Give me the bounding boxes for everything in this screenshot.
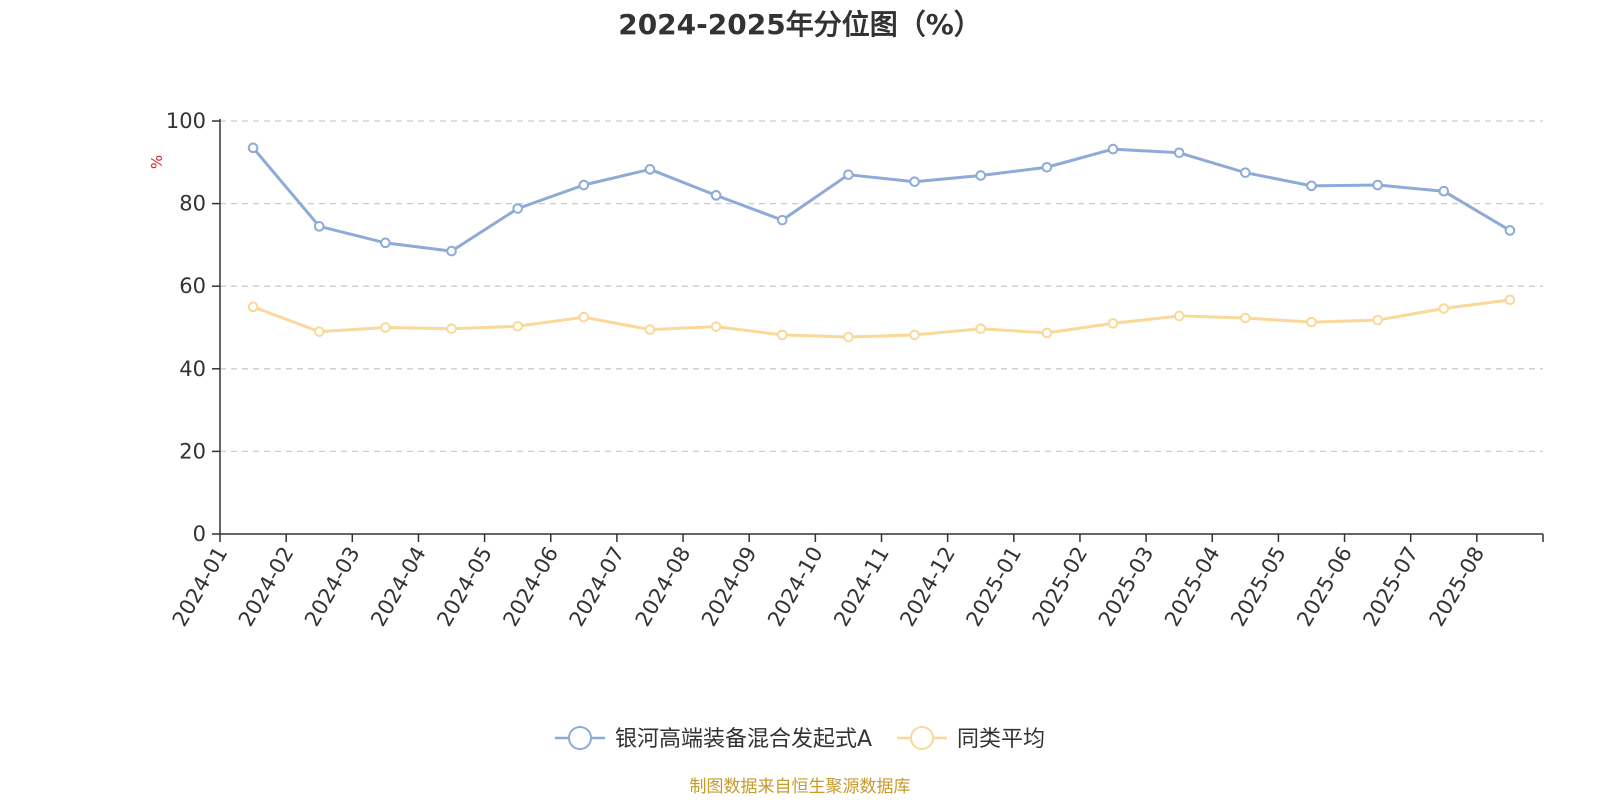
x-tick-label: 2025-07	[1358, 543, 1423, 631]
legend-label: 同类平均	[957, 727, 1045, 752]
y-tick-label: 40	[179, 357, 206, 381]
data-point[interactable]	[578, 179, 590, 191]
data-point[interactable]	[909, 329, 920, 341]
data-point[interactable]	[446, 245, 457, 257]
data-source-note: 制图数据来自恒生聚源数据库	[690, 777, 911, 797]
y-axis-label: %	[148, 155, 166, 169]
y-tick-label: 100	[166, 109, 206, 133]
legend-label: 银河高端装备混合发起式A	[615, 727, 872, 752]
x-tick-label: 2024-01	[168, 543, 233, 631]
x-tick-label: 2025-01	[961, 543, 1026, 631]
series-1	[247, 142, 1516, 257]
data-point[interactable]	[776, 329, 788, 341]
legend-marker	[568, 726, 592, 750]
legend-item-1[interactable]: 银河高端装备混合发起式A	[555, 726, 872, 752]
data-point[interactable]	[1438, 303, 1450, 314]
series-line	[251, 146, 1511, 253]
x-tick-label: 2024-04	[366, 543, 431, 631]
x-tick-label: 2024-05	[432, 543, 497, 631]
x-tick-label: 2024-03	[300, 543, 365, 631]
data-point[interactable]	[247, 142, 259, 154]
data-point[interactable]	[512, 203, 523, 214]
x-tick-label: 2025-08	[1425, 543, 1490, 631]
x-tick-label: 2024-10	[763, 543, 828, 631]
data-point[interactable]	[1041, 161, 1053, 173]
x-tick-label: 2024-08	[631, 543, 696, 631]
data-point[interactable]	[1504, 294, 1516, 306]
data-point[interactable]	[1240, 312, 1251, 324]
y-tick-label: 0	[193, 522, 206, 546]
x-tick-label: 2024-09	[697, 543, 762, 631]
data-point[interactable]	[1504, 225, 1516, 236]
data-point[interactable]	[710, 190, 722, 201]
series-2	[247, 294, 1516, 343]
y-tick-label: 20	[179, 439, 206, 463]
data-point[interactable]	[313, 221, 325, 232]
data-point[interactable]	[843, 331, 854, 343]
data-point[interactable]	[512, 320, 523, 332]
data-point[interactable]	[644, 164, 656, 175]
series-line	[252, 298, 1511, 339]
data-point[interactable]	[380, 237, 391, 249]
data-point[interactable]	[843, 169, 854, 180]
data-point[interactable]	[446, 323, 457, 335]
data-point[interactable]	[380, 322, 391, 333]
x-tick-label: 2024-12	[895, 543, 960, 631]
x-axis-ticks: 2024-01 2024-02 2024-03 2024-04 2024-05 2024-…	[168, 534, 1544, 631]
series-layer	[247, 142, 1516, 343]
gridlines	[220, 120, 1543, 453]
chart-title: 2024-2025年分位图（%）	[618, 8, 982, 41]
data-point[interactable]	[909, 176, 920, 188]
data-point[interactable]	[1173, 310, 1185, 322]
data-point[interactable]	[1041, 327, 1053, 339]
data-point[interactable]	[1306, 316, 1317, 328]
data-point[interactable]	[1372, 314, 1383, 326]
x-tick-label: 2025-02	[1028, 543, 1093, 631]
data-point[interactable]	[710, 321, 722, 332]
y-axis-ticks: 0 20 40 60 80 100	[166, 109, 220, 546]
x-tick-label: 2024-02	[234, 543, 299, 631]
axes	[219, 119, 1543, 535]
x-tick-label: 2025-03	[1094, 543, 1159, 631]
legend-marker	[910, 726, 934, 750]
data-point[interactable]	[975, 170, 987, 181]
data-point[interactable]	[1173, 147, 1185, 159]
legend[interactable]: 银河高端装备混合发起式A 同类平均	[555, 726, 1045, 752]
data-point[interactable]	[1372, 179, 1383, 191]
data-point[interactable]	[975, 323, 987, 335]
data-point[interactable]	[776, 214, 788, 226]
x-tick-label: 2024-06	[498, 543, 563, 631]
x-tick-label: 2025-06	[1292, 543, 1357, 631]
data-point[interactable]	[644, 324, 656, 335]
data-point[interactable]	[313, 326, 325, 337]
data-point[interactable]	[1107, 318, 1119, 329]
data-point[interactable]	[1438, 185, 1450, 197]
legend-item-2[interactable]: 同类平均	[897, 726, 1045, 752]
x-tick-label: 2025-05	[1226, 543, 1291, 631]
data-point[interactable]	[1240, 167, 1251, 178]
x-tick-label: 2024-07	[565, 543, 630, 631]
x-tick-label: 2025-04	[1160, 543, 1225, 631]
data-point[interactable]	[1306, 180, 1317, 192]
y-tick-label: 80	[179, 192, 206, 216]
data-point[interactable]	[247, 301, 259, 313]
y-tick-label: 60	[179, 274, 206, 298]
data-point[interactable]	[1107, 143, 1119, 155]
x-tick-label: 2024-11	[829, 543, 894, 631]
data-point[interactable]	[578, 311, 590, 323]
